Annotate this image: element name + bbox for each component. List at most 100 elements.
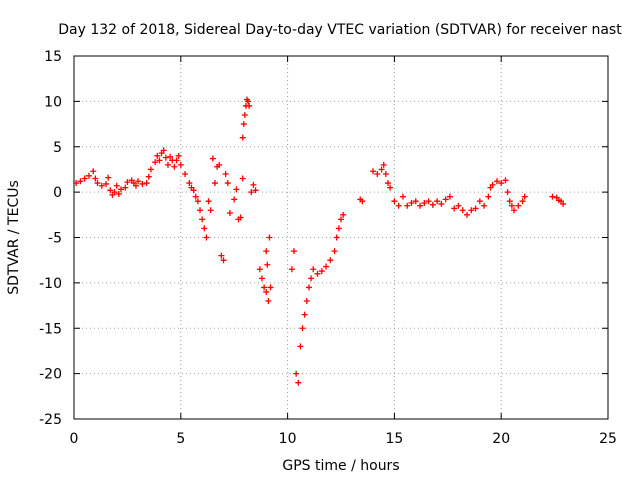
data-point: [122, 184, 129, 191]
data-point: [506, 198, 513, 205]
data-point: [493, 178, 500, 185]
data-point: [186, 180, 193, 187]
data-point: [378, 166, 385, 173]
y-tick-label: 5: [53, 140, 62, 156]
data-point: [250, 181, 257, 188]
data-point: [156, 157, 163, 164]
data-point: [171, 163, 178, 170]
data-point: [374, 170, 381, 177]
data-point: [248, 189, 255, 196]
data-point: [314, 270, 321, 277]
data-point: [464, 211, 471, 218]
data-point: [132, 182, 139, 189]
data-point: [340, 211, 347, 218]
data-point: [370, 168, 377, 175]
data-point: [331, 248, 338, 255]
data-point: [489, 181, 496, 188]
data-point: [167, 153, 174, 160]
x-tick-label: 25: [599, 431, 617, 447]
data-point: [233, 186, 240, 193]
data-point: [504, 189, 511, 196]
data-point: [519, 198, 526, 205]
data-point: [197, 207, 204, 214]
data-point: [258, 275, 265, 282]
data-point: [472, 205, 479, 212]
data-point: [263, 248, 270, 255]
data-point: [303, 298, 310, 305]
data-point: [297, 343, 304, 350]
data-point: [239, 134, 246, 141]
y-axis-label: SDTVAR / TECUs: [6, 180, 22, 295]
data-point: [177, 161, 184, 168]
x-tick-label: 0: [70, 431, 79, 447]
data-point: [190, 187, 197, 194]
data-point: [205, 198, 212, 205]
data-point: [241, 111, 248, 118]
data-point: [446, 193, 453, 200]
data-point: [124, 179, 131, 186]
data-point: [216, 161, 223, 168]
data-point: [264, 261, 271, 268]
data-point: [107, 187, 114, 194]
data-point: [209, 155, 216, 162]
data-point: [434, 198, 441, 205]
data-point: [152, 159, 159, 166]
data-point: [468, 207, 475, 214]
y-tick-label: -5: [48, 231, 62, 247]
data-point: [98, 182, 105, 189]
data-point: [103, 180, 110, 187]
axis-ticks: [73, 55, 609, 420]
data-point: [399, 193, 406, 200]
data-point: [442, 196, 449, 203]
data-point: [301, 311, 308, 318]
data-point: [382, 170, 389, 177]
data-point: [338, 216, 344, 223]
data-point: [135, 178, 142, 185]
data-point: [85, 172, 92, 179]
data-point: [73, 180, 80, 187]
data-point: [231, 196, 238, 203]
data-point: [90, 168, 97, 175]
data-point: [211, 180, 218, 187]
data-point: [310, 266, 317, 273]
data-point: [391, 198, 398, 205]
y-tick-label: 10: [44, 94, 62, 110]
data-point: [455, 202, 462, 209]
data-point: [299, 325, 306, 332]
data-point: [521, 193, 528, 200]
data-point: [94, 180, 101, 187]
data-point: [111, 189, 118, 196]
data-point: [515, 202, 522, 209]
data-point: [117, 186, 124, 193]
data-point: [237, 214, 244, 221]
data-point: [81, 175, 88, 182]
data-point: [266, 234, 273, 241]
data-point: [162, 154, 169, 161]
x-tick-label: 10: [279, 431, 297, 447]
data-point: [387, 184, 394, 191]
data-point: [77, 178, 84, 185]
x-tick-label: 5: [176, 431, 185, 447]
data-point: [560, 200, 567, 207]
data-point: [318, 268, 325, 275]
data-point: [154, 152, 161, 159]
data-point: [147, 166, 154, 173]
data-point: [263, 288, 270, 295]
data-point: [511, 207, 518, 214]
chart-title: Day 132 of 2018, Sidereal Day-to-day VTE…: [58, 22, 622, 38]
data-point: [481, 202, 488, 209]
data-point: [327, 257, 334, 264]
data-point: [239, 175, 246, 182]
data-point: [199, 216, 206, 223]
data-point: [425, 198, 432, 205]
data-point: [182, 170, 189, 177]
data-point: [252, 187, 259, 194]
data-point: [240, 121, 247, 128]
data-points: [73, 96, 567, 386]
data-point: [115, 190, 122, 197]
data-point: [113, 182, 120, 189]
data-point: [498, 180, 505, 187]
data-point: [139, 180, 146, 187]
x-axis-label: GPS time / hours: [282, 458, 399, 474]
